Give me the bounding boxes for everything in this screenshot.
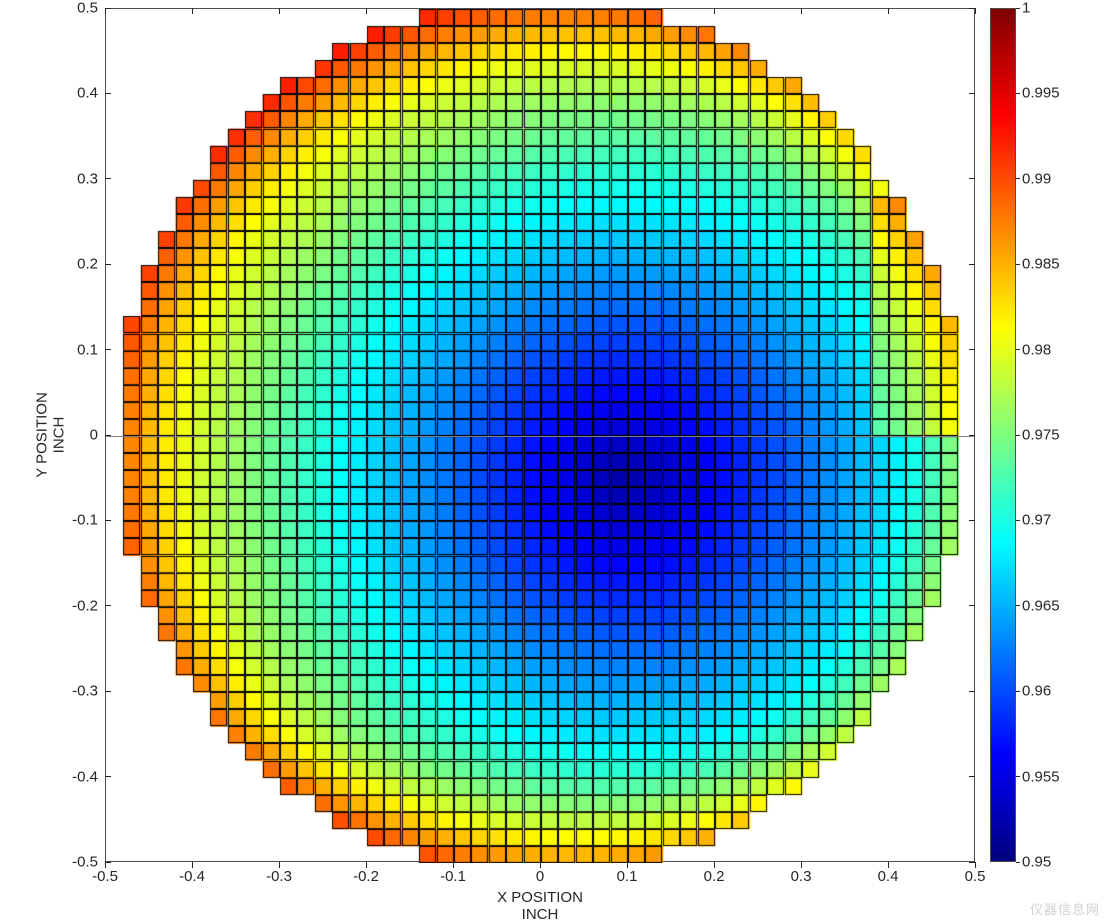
colorbar-tick-label: 0.965 — [1022, 597, 1060, 614]
y-tick-label: 0 — [38, 427, 98, 444]
y-tick-label: 0.2 — [38, 256, 98, 273]
y-tick-label: -0.3 — [38, 683, 98, 700]
x-tick-label: 0.2 — [704, 868, 725, 885]
x-tick-label: 0.3 — [791, 868, 812, 885]
colorbar-tick-label: 0.995 — [1022, 85, 1060, 102]
x-tick-label: 0 — [536, 868, 544, 885]
y-tick-label: 0.4 — [38, 85, 98, 102]
y-tick-label: -0.4 — [38, 768, 98, 785]
x-tick-label: -0.5 — [92, 868, 118, 885]
zero-y-gridline — [106, 436, 974, 437]
colorbar-tick-label: 0.99 — [1022, 170, 1051, 187]
colorbar-tick-label: 0.97 — [1022, 512, 1051, 529]
x-tick-label: 0.5 — [965, 868, 986, 885]
y-tick-label: 0.3 — [38, 170, 98, 187]
colorbar-tick-label: 0.985 — [1022, 256, 1060, 273]
x-axis-label: X POSITION — [497, 889, 583, 906]
colorbar-tick-label: 0.98 — [1022, 341, 1051, 358]
y-tick-label: -0.5 — [38, 854, 98, 871]
x-tick-label: -0.1 — [440, 868, 466, 885]
colorbar-tick-label: 0.96 — [1022, 683, 1051, 700]
heatmap-plot-area — [105, 8, 975, 862]
x-tick-label: 0.1 — [617, 868, 638, 885]
colorbar-tick-label: 0.955 — [1022, 768, 1060, 785]
colorbar-tick-label: 1 — [1022, 0, 1030, 17]
y-tick-label: -0.1 — [38, 512, 98, 529]
watermark-text: 仪器信息网 — [1030, 899, 1100, 918]
y-tick-label: 0.5 — [38, 0, 98, 17]
x-tick-label: -0.3 — [266, 868, 292, 885]
colorbar-tick-label: 0.95 — [1022, 854, 1051, 871]
x-tick-label: -0.2 — [353, 868, 379, 885]
colorbar-tick-label: 0.975 — [1022, 427, 1060, 444]
x-axis-unit: INCH — [522, 906, 559, 923]
x-tick-label: 0.4 — [878, 868, 899, 885]
colorbar-canvas — [991, 9, 1015, 861]
y-tick-label: -0.2 — [38, 597, 98, 614]
colorbar — [990, 8, 1016, 862]
y-tick-label: 0.1 — [38, 341, 98, 358]
x-tick-label: -0.4 — [179, 868, 205, 885]
